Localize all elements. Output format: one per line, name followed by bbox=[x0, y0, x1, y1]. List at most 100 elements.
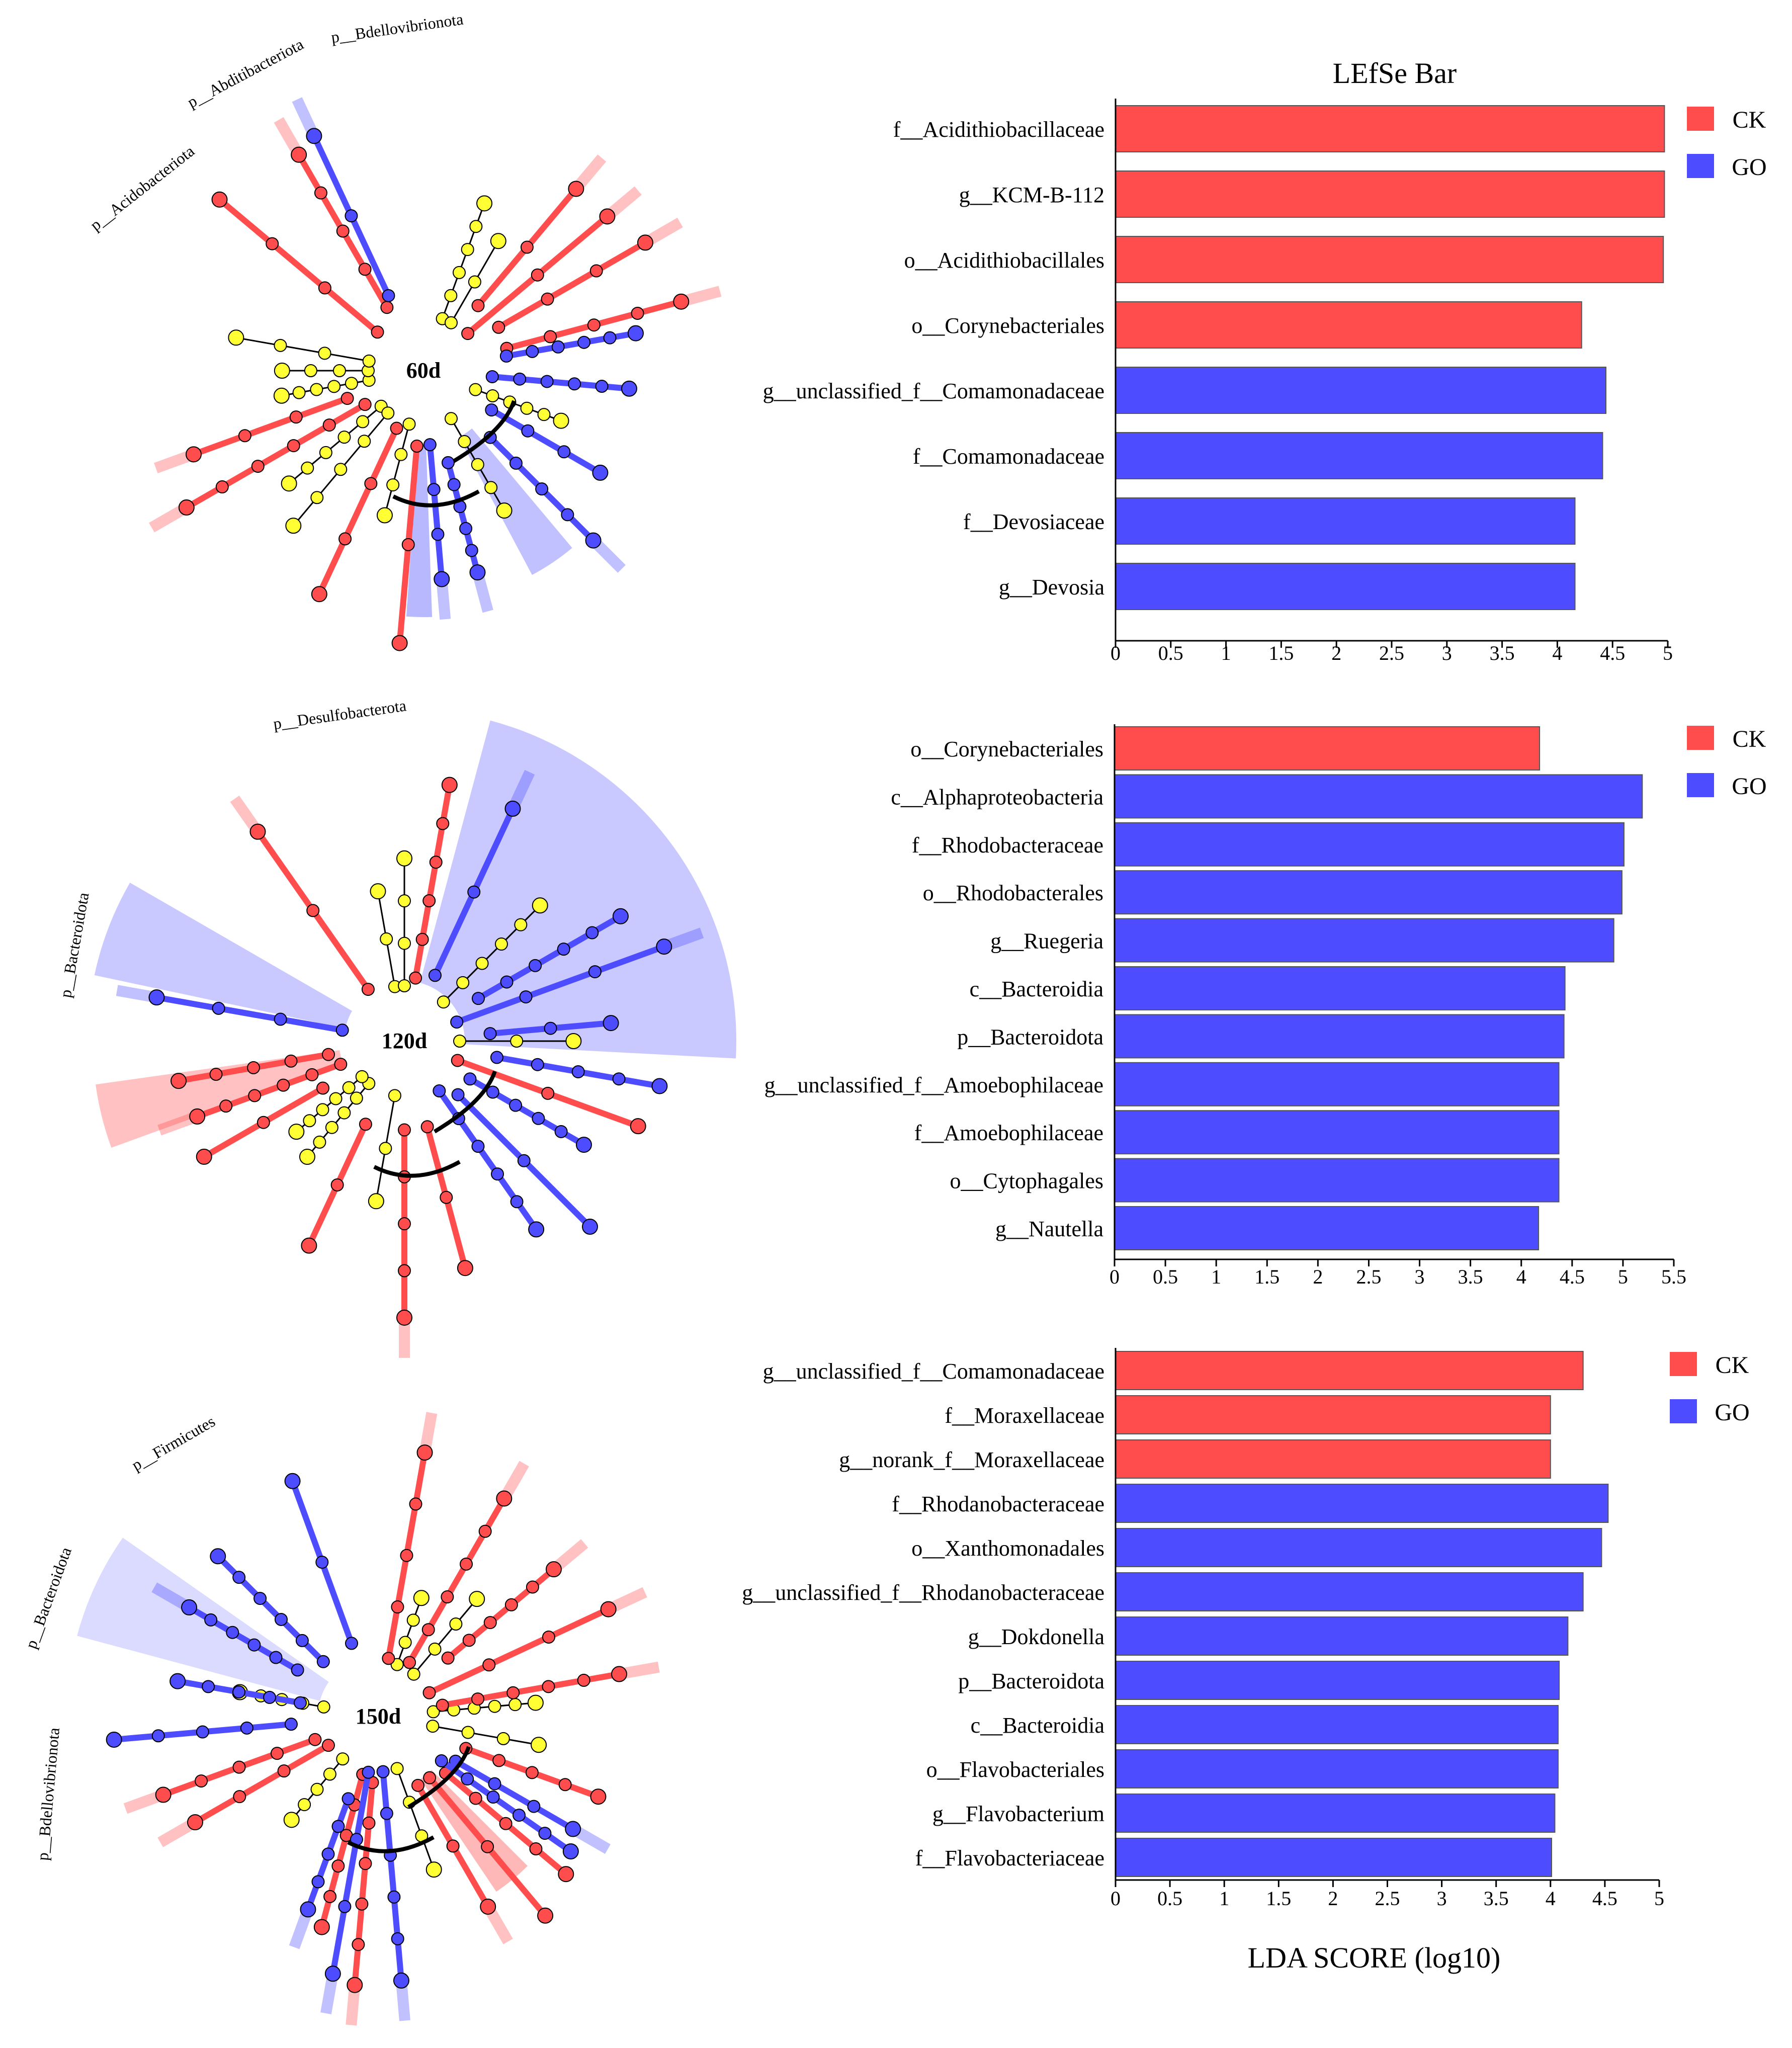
x-tick-label: 4 bbox=[1516, 1265, 1526, 1288]
x-tick-label: 1.5 bbox=[1268, 642, 1294, 664]
clade-node bbox=[316, 1103, 329, 1117]
clade-node bbox=[382, 1652, 395, 1665]
clade-node bbox=[270, 1747, 284, 1760]
bar bbox=[1115, 1351, 1584, 1390]
x-tick-label: 3 bbox=[1442, 642, 1452, 664]
clade-node bbox=[481, 1840, 494, 1853]
clade-node bbox=[249, 823, 266, 840]
clade-node bbox=[442, 456, 455, 469]
clade-node bbox=[599, 208, 616, 225]
clade-node bbox=[226, 1626, 239, 1639]
clade-node bbox=[362, 354, 376, 368]
clade-node bbox=[531, 268, 544, 282]
clade-node bbox=[509, 456, 523, 470]
x-tick-label: 3 bbox=[1415, 1265, 1425, 1288]
x-tick-label: 3.5 bbox=[1458, 1265, 1483, 1288]
clade-node bbox=[345, 209, 358, 223]
clade-node bbox=[277, 1764, 291, 1778]
clade-node bbox=[313, 1135, 326, 1149]
x-tick-label: 1.5 bbox=[1254, 1265, 1279, 1288]
clade-node bbox=[247, 1638, 261, 1652]
bar-category-label: o__Corynebacteriales bbox=[911, 313, 1104, 338]
clade-node bbox=[541, 292, 554, 306]
clade-node bbox=[499, 349, 513, 363]
bar bbox=[1115, 105, 1665, 152]
phylum-label: p__Bdellovibrionota bbox=[330, 10, 464, 46]
clade-node bbox=[306, 128, 322, 144]
clade-node bbox=[186, 446, 202, 463]
bar bbox=[1115, 1528, 1602, 1567]
clade-node bbox=[321, 1739, 335, 1752]
clade-node bbox=[247, 1061, 261, 1074]
clade-node bbox=[358, 263, 372, 276]
clade-node bbox=[621, 380, 637, 397]
clade-node bbox=[368, 1193, 384, 1210]
clade-node bbox=[266, 237, 279, 250]
bar-category-label: g__unclassified_f__Rhodanobacteraceae bbox=[742, 1580, 1104, 1605]
bar bbox=[1114, 726, 1541, 771]
bar-category-label: c__Bacteroidia bbox=[971, 1713, 1104, 1738]
phylum-label: p__Bacteroidota bbox=[56, 891, 92, 999]
clade-node bbox=[323, 1767, 336, 1781]
clade-node bbox=[305, 1068, 319, 1081]
clade-node bbox=[447, 478, 461, 491]
clade-node bbox=[215, 480, 229, 494]
bar bbox=[1114, 966, 1566, 1010]
clade-node bbox=[486, 389, 499, 403]
phylum-label: p__Firmicutes bbox=[129, 1412, 218, 1474]
clade-node bbox=[359, 1857, 372, 1870]
clade-node bbox=[387, 1890, 401, 1904]
bar-category-label: f__Rhodobacteraceae bbox=[912, 833, 1103, 858]
clade-node bbox=[480, 1898, 496, 1915]
bar bbox=[1114, 822, 1625, 867]
clade-node bbox=[316, 1655, 330, 1668]
clade-node bbox=[398, 1264, 411, 1277]
bar-category-label: o__Rhodobacterales bbox=[923, 881, 1103, 905]
clade-node bbox=[329, 1092, 343, 1105]
clade-node bbox=[469, 1591, 485, 1607]
clade-node bbox=[248, 1089, 262, 1102]
clade-node bbox=[301, 461, 314, 475]
clade-node bbox=[284, 1054, 298, 1068]
clade-node bbox=[444, 289, 458, 302]
clade-node bbox=[485, 370, 499, 383]
clade-node bbox=[471, 458, 484, 471]
clade-node bbox=[251, 460, 265, 473]
x-tick-label: 2 bbox=[1331, 642, 1341, 664]
clade-node bbox=[471, 1140, 485, 1153]
clade-node bbox=[435, 1754, 448, 1768]
clade-node bbox=[471, 1692, 484, 1706]
clade-branch bbox=[380, 1771, 404, 1981]
legend-swatch-ck bbox=[1670, 1352, 1697, 1376]
clade-shading bbox=[459, 428, 572, 575]
clade-node bbox=[211, 191, 228, 208]
bar-category-label: g__unclassified_f__Comamonadaceae bbox=[763, 379, 1104, 403]
clade-node bbox=[427, 483, 441, 496]
clade-node bbox=[388, 1089, 401, 1102]
clade-node bbox=[431, 528, 445, 541]
clade-node bbox=[212, 1001, 225, 1015]
clade-node bbox=[337, 1106, 351, 1120]
bar bbox=[1114, 1110, 1560, 1155]
clade-node bbox=[603, 331, 617, 345]
clade-node bbox=[551, 340, 565, 354]
x-tick-label: 0 bbox=[1110, 1265, 1120, 1288]
clade-node bbox=[396, 850, 412, 867]
clade-node bbox=[382, 289, 395, 302]
clade-node bbox=[342, 1081, 356, 1094]
clade-node bbox=[471, 992, 485, 1005]
clade-node bbox=[499, 1817, 513, 1830]
clade-node bbox=[500, 975, 514, 989]
clade-node bbox=[457, 1260, 473, 1276]
x-tick-label: 0.5 bbox=[1157, 1887, 1182, 1910]
clade-node bbox=[359, 1118, 372, 1131]
clade-node bbox=[575, 1137, 592, 1153]
clade-node bbox=[441, 1651, 455, 1665]
cladogram-label: 150d bbox=[356, 1704, 401, 1729]
clade-node bbox=[458, 435, 471, 448]
clade-node bbox=[461, 1772, 474, 1786]
clade-node bbox=[471, 299, 485, 312]
clade-node bbox=[232, 1571, 246, 1584]
x-tick-label: 2 bbox=[1313, 1265, 1323, 1288]
clade-node bbox=[577, 1673, 590, 1687]
